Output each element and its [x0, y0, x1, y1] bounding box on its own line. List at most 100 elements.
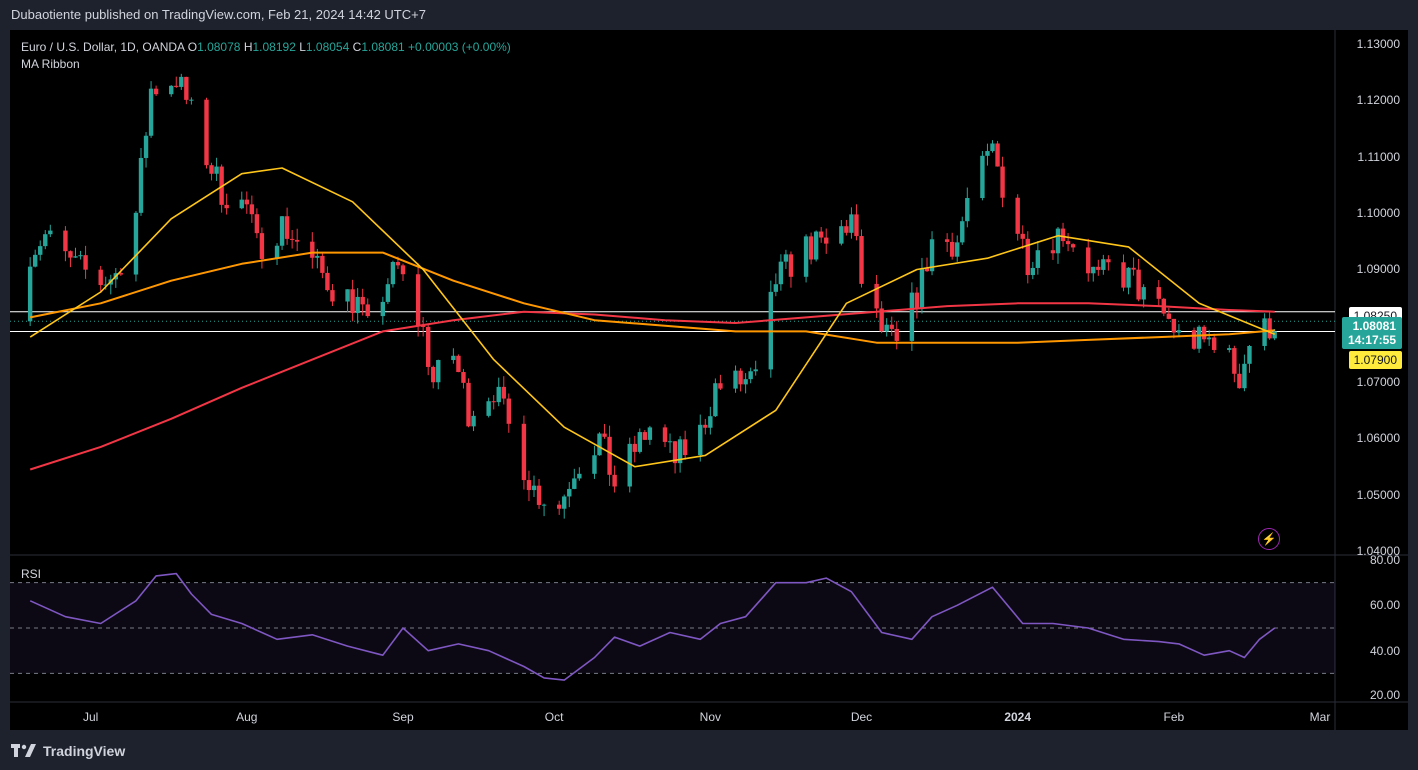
time-axis-label: Mar	[1309, 710, 1331, 724]
candle-body	[78, 255, 83, 257]
candle-body	[1070, 244, 1076, 248]
candle-body	[562, 496, 567, 509]
candle-body	[148, 88, 154, 136]
candle-body	[894, 328, 899, 341]
candle-body	[773, 284, 779, 292]
candle-body	[985, 151, 990, 156]
candle-body	[577, 473, 582, 479]
candle-body	[637, 432, 643, 452]
candle-body	[1096, 266, 1101, 270]
candle-body	[1055, 228, 1061, 254]
price-axis-label: 1.04000	[1356, 544, 1400, 559]
price-axis-label: 1.10000	[1356, 206, 1400, 221]
time-axis-label: Oct	[544, 710, 564, 724]
candle-body	[466, 382, 471, 427]
candle-body	[471, 415, 476, 427]
candle-body	[1025, 238, 1030, 276]
close-label: C	[352, 40, 362, 54]
candle-body	[425, 326, 431, 367]
lightning-alert-icon[interactable]: ⚡	[1258, 528, 1280, 550]
candle-body	[48, 230, 53, 235]
candle-body	[68, 251, 73, 258]
candle-body	[929, 239, 935, 272]
candle-body	[1106, 259, 1111, 263]
tradingview-logo-icon	[11, 744, 36, 757]
candle-body	[889, 324, 894, 329]
candle-body	[274, 245, 280, 259]
candle-body	[879, 308, 884, 332]
chart-frame[interactable]: Euro / U.S. Dollar, 1D, OANDA O1.08078 H…	[10, 30, 1408, 730]
candle-body	[184, 76, 189, 100]
candle-body	[743, 379, 748, 385]
candle-body	[556, 504, 562, 509]
candle-body	[1206, 337, 1212, 340]
rsi-pane-label[interactable]: RSI	[21, 567, 42, 581]
candle-body	[1065, 241, 1071, 245]
candle-body	[1232, 348, 1237, 374]
change-value: +0.00003 (+0.00%)	[408, 40, 511, 54]
candle-body	[995, 143, 1000, 167]
candle-body	[808, 236, 814, 260]
time-axis-label: Dec	[850, 710, 873, 724]
candle-body	[491, 401, 496, 403]
candle-body	[1121, 262, 1126, 288]
chart-canvas[interactable]	[10, 30, 1408, 730]
candle-body	[1086, 247, 1091, 274]
candle-body	[788, 254, 794, 277]
candle-body	[647, 427, 653, 440]
candle-body	[536, 485, 542, 505]
footer: TradingView	[11, 740, 125, 762]
candle-body	[1201, 326, 1207, 340]
price-axis-label: 1.05000	[1356, 487, 1400, 502]
candle-body	[174, 85, 179, 87]
indicator-name[interactable]: MA Ribbon	[21, 57, 80, 71]
candle-body	[965, 198, 970, 222]
candle-body	[874, 283, 879, 309]
candle-body	[506, 398, 512, 424]
candle-body	[662, 427, 668, 442]
candle-body	[839, 226, 844, 244]
time-axis-label: Aug	[236, 710, 258, 724]
candle-body	[627, 443, 632, 487]
candle-body	[244, 199, 250, 205]
candle-body	[103, 284, 108, 286]
candle-body	[43, 234, 48, 247]
symbol-name[interactable]: Euro / U.S. Dollar, 1D, OANDA	[21, 40, 185, 54]
candle-body	[632, 443, 637, 452]
candle-body	[133, 212, 139, 275]
candle-body	[698, 424, 703, 456]
candle-body	[1196, 326, 1202, 349]
candle-body	[259, 233, 265, 259]
candle-body	[27, 266, 33, 322]
tradingview-brand[interactable]: TradingView	[43, 743, 126, 759]
candle-body	[118, 273, 124, 275]
candle-body	[1191, 330, 1197, 349]
candle-body	[1141, 287, 1146, 300]
time-axis-label: Nov	[699, 710, 722, 724]
candle-body	[360, 296, 365, 305]
candle-body	[703, 424, 708, 428]
candle-body	[284, 216, 290, 239]
candle-body	[83, 255, 88, 270]
candle-body	[214, 166, 219, 174]
candle-body	[521, 423, 527, 481]
candle-body	[1156, 287, 1161, 299]
candle-body	[990, 143, 995, 152]
candle-body	[355, 296, 360, 314]
candle-body	[138, 157, 144, 213]
time-axis-label: 2024	[1004, 710, 1032, 724]
ma-mid-line	[30, 251, 1275, 344]
rsi-axis-label: 80.00	[1369, 553, 1400, 567]
candle-body	[1131, 267, 1136, 270]
bar-countdown: 14:17:55	[1347, 333, 1396, 347]
candle-body	[380, 301, 386, 317]
ma-fast-line	[29, 167, 1276, 468]
candle-body	[813, 231, 819, 260]
candle-body	[350, 289, 355, 314]
candle-body	[592, 455, 597, 474]
time-axis-label: Sep	[392, 710, 414, 724]
candle-body	[677, 439, 683, 464]
candle-body	[919, 268, 925, 309]
candle-body	[612, 474, 617, 487]
candle-body	[1227, 348, 1232, 350]
